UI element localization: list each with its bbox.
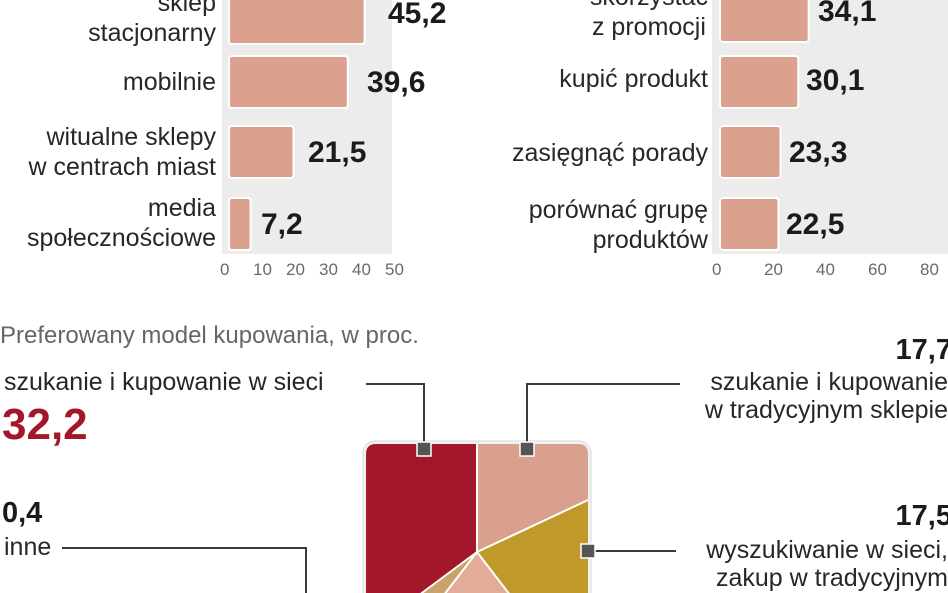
left-cat-label-2: witualne sklepy w centrach miast xyxy=(28,123,216,181)
pie-chart-title: Preferowany model kupowania, w proc. xyxy=(0,322,419,349)
leader-other xyxy=(62,547,307,593)
left-tick-50: 50 xyxy=(385,260,404,279)
right-tick-0: 0 xyxy=(712,260,722,279)
pie-label-web-search-line-1: wyszukiwanie w sieci, xyxy=(706,536,948,564)
pie-label-online: szukanie i kupowanie w sieci xyxy=(4,368,324,396)
right-tick-40: 40 xyxy=(816,260,835,279)
pie-slice-web-search xyxy=(477,500,588,593)
pie-value-other: 0,4 xyxy=(2,497,43,529)
right-bar-0 xyxy=(719,0,810,43)
right-cat-label-2: zasięgnąć porady xyxy=(512,139,708,167)
right-bar-3 xyxy=(719,197,780,251)
right-cat-label-3: porównać grupę produktów xyxy=(528,196,708,254)
left-value-label-2: 21,5 xyxy=(308,136,367,169)
left-tick-0: 0 xyxy=(220,260,230,279)
left-cat-label-3: media społecznościowe xyxy=(27,194,216,252)
pie-slice-traditional xyxy=(477,444,588,552)
leader-online xyxy=(366,383,425,448)
left-tick-20: 20 xyxy=(286,260,305,279)
left-bar-0 xyxy=(228,0,366,45)
left-tick-30: 30 xyxy=(319,260,338,279)
pie-separator-3 xyxy=(444,551,478,593)
pie-value-traditional: 17,7 xyxy=(895,334,948,366)
pie-label-web-search-line-2: zakup w tradycyjnym xyxy=(715,564,948,592)
right-bar-1 xyxy=(719,55,800,109)
pie-value-web-search: 17,5 xyxy=(895,500,948,532)
left-value-label-1: 39,6 xyxy=(367,66,426,99)
marker-web-search xyxy=(580,543,596,559)
pie-separator-1 xyxy=(476,499,589,553)
pie-label-traditional: szukanie i kupowanie w tradycyjnym sklep… xyxy=(648,368,948,424)
right-value-label-0: 34,1 xyxy=(818,0,877,28)
left-cat-label-1: mobilnie xyxy=(122,68,216,96)
left-value-label-0: 45,2 xyxy=(388,0,447,30)
right-cat-label-1: kupić produkt xyxy=(559,65,708,93)
left-value-label-3: 7,2 xyxy=(261,208,303,241)
pie-separator-4 xyxy=(420,551,478,593)
marker-traditional xyxy=(519,441,535,457)
pie-label-traditional-line-1: szukanie i kupowanie xyxy=(710,368,948,396)
left-tick-40: 40 xyxy=(352,260,371,279)
pie-label-web-search: wyszukiwanie w sieci, zakup w tradycyjny… xyxy=(648,536,948,592)
left-tick-10: 10 xyxy=(253,260,272,279)
left-bar-2 xyxy=(228,125,295,179)
right-value-label-3: 22,5 xyxy=(786,208,845,241)
pie-slice-online xyxy=(366,444,477,593)
right-value-label-2: 23,3 xyxy=(789,136,848,169)
marker-online xyxy=(416,441,432,457)
left-cat-label-0: sklep stacjonarny xyxy=(88,0,216,47)
pie-label-other: inne xyxy=(4,533,52,561)
right-value-label-1: 30,1 xyxy=(806,64,865,97)
pie-value-online: 32,2 xyxy=(2,400,88,449)
right-bar-2 xyxy=(719,125,782,179)
right-tick-60: 60 xyxy=(868,260,887,279)
pie-label-traditional-line-2: w tradycyjnym sklepie xyxy=(704,396,948,424)
pie-separator-2 xyxy=(476,551,510,593)
left-bar-1 xyxy=(228,55,349,109)
right-cat-label-0: skorzystaćz promocji xyxy=(590,0,708,41)
leader-traditional xyxy=(526,383,680,448)
left-bar-3 xyxy=(228,197,252,251)
right-tick-20: 20 xyxy=(764,260,783,279)
pie-slice-lower xyxy=(445,552,509,593)
right-tick-80: 80 xyxy=(920,260,939,279)
